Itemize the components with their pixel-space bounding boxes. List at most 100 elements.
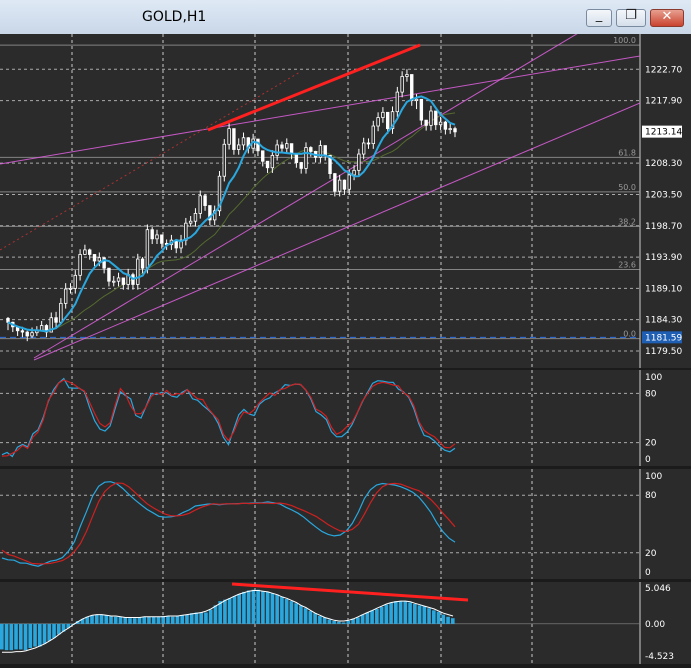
slow-moving-average xyxy=(7,112,456,331)
histogram-bar xyxy=(156,616,161,624)
candle-body xyxy=(265,160,270,169)
restore-button[interactable]: ❐ xyxy=(616,8,646,27)
stochastic-tick-label: 20 xyxy=(645,439,657,449)
histogram-bar xyxy=(265,591,270,624)
slow-stochastic-series-1 xyxy=(1,482,456,565)
candle-body xyxy=(318,145,323,158)
histogram-bar xyxy=(275,594,279,624)
candle-body xyxy=(294,153,299,163)
histogram-bar xyxy=(33,623,37,647)
histogram-bar xyxy=(384,604,389,624)
price-tick-label: 1217.90 xyxy=(645,97,682,107)
histogram-bar xyxy=(389,602,393,624)
candle-body xyxy=(443,121,448,130)
histogram-bar xyxy=(360,614,365,624)
price-divergence-line xyxy=(207,43,421,132)
histogram-bar xyxy=(451,618,455,624)
window-titlebar[interactable]: GOLD,H1 _ ❐ ✕ xyxy=(0,0,691,34)
pane-2-background xyxy=(0,469,640,579)
candle-body xyxy=(328,154,332,175)
channel-bottom-trendline xyxy=(33,102,641,361)
channel-middle-trendline xyxy=(33,34,578,359)
close-button[interactable]: ✕ xyxy=(650,9,684,27)
candle-body xyxy=(208,205,212,221)
histogram-bar xyxy=(303,608,308,624)
histogram-bar xyxy=(170,616,175,624)
candle-body xyxy=(414,98,419,101)
candle-body xyxy=(63,288,68,304)
histogram-bar xyxy=(109,616,113,624)
candle-body xyxy=(352,169,356,176)
price-tick-label: 1203.50 xyxy=(645,190,682,200)
fib-level-label: 23.6 xyxy=(618,260,636,269)
candle-body xyxy=(160,234,164,244)
candle-body xyxy=(304,147,308,169)
histogram-tick-label: -4.523 xyxy=(645,652,674,662)
histogram-bar xyxy=(118,616,123,624)
slow-stochastic-tick-label: 80 xyxy=(645,491,657,501)
histogram-bar xyxy=(427,608,431,624)
histogram-bar xyxy=(166,616,170,624)
histogram-bar xyxy=(147,616,151,624)
candle-body xyxy=(434,110,438,126)
histogram-bar xyxy=(408,602,412,624)
histogram-bar xyxy=(28,623,33,649)
candle-body xyxy=(337,179,342,192)
histogram-bar xyxy=(75,621,80,624)
histogram-bar xyxy=(42,623,47,644)
histogram-bar xyxy=(113,616,118,624)
slow-stochastic-tick-label: 0 xyxy=(645,568,651,578)
chart-area[interactable]: 100.0 61.8 50.0 38.2 23.6 0.0 1222.70 1217.90 12… xyxy=(0,34,691,668)
candle-body xyxy=(390,111,395,130)
candle-body xyxy=(198,195,202,214)
histogram-bar xyxy=(446,616,450,624)
candle-body xyxy=(227,128,231,145)
histogram-bar xyxy=(18,623,23,650)
candle-body xyxy=(347,174,351,190)
histogram-bar xyxy=(9,623,14,651)
histogram-bar xyxy=(56,623,61,635)
histogram-bar xyxy=(398,601,403,624)
candle-body xyxy=(222,143,226,177)
candle-body xyxy=(92,254,97,262)
histogram-bar xyxy=(270,593,275,624)
candle-body xyxy=(145,229,150,269)
histogram-bar xyxy=(242,591,246,624)
histogram-bar xyxy=(142,616,147,624)
current-price-box xyxy=(642,125,682,138)
histogram-bar xyxy=(0,623,4,650)
histogram-bar xyxy=(194,612,199,624)
histogram-bar xyxy=(94,614,99,624)
histogram-bar xyxy=(394,601,398,624)
slow-stochastic-tick-label: 20 xyxy=(645,549,657,559)
stochastic-series-0 xyxy=(1,377,456,458)
slow-stochastic-tick-label: 100 xyxy=(645,472,662,482)
histogram-bar xyxy=(208,609,213,624)
histogram-bar xyxy=(104,615,109,624)
candle-body xyxy=(323,145,327,156)
histogram-bar xyxy=(232,596,237,624)
histogram-bar xyxy=(4,623,9,651)
histogram-bar xyxy=(356,617,360,624)
stochastic-tick-label: 100 xyxy=(645,373,662,383)
candle-body xyxy=(386,111,390,130)
stochastic-tick-label: 80 xyxy=(645,389,657,399)
histogram-bar xyxy=(251,589,256,624)
histogram-bar xyxy=(61,623,66,632)
minimize-icon: _ xyxy=(595,8,603,23)
candle-body xyxy=(102,257,106,269)
candle-body xyxy=(275,144,279,156)
price-tick-label: 1189.10 xyxy=(645,284,682,294)
candle-body xyxy=(376,117,380,127)
minimize-button[interactable]: _ xyxy=(586,8,612,27)
candle-body xyxy=(419,98,424,121)
candle-body xyxy=(361,142,366,155)
histogram-bar xyxy=(189,613,194,624)
histogram-bar xyxy=(128,618,132,624)
support-price-box xyxy=(642,331,682,344)
histogram-bar xyxy=(90,615,94,624)
candle-body xyxy=(333,173,337,192)
histogram-bar xyxy=(417,605,422,624)
histogram-bar xyxy=(237,594,241,624)
candle-body xyxy=(78,254,82,276)
